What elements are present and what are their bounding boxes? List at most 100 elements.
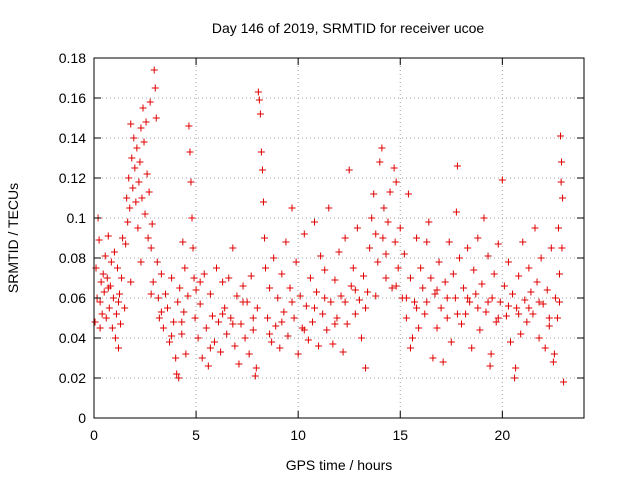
data-point bbox=[478, 280, 486, 288]
data-point bbox=[460, 284, 468, 292]
data-point bbox=[431, 290, 439, 298]
data-point bbox=[140, 138, 148, 146]
data-point bbox=[512, 364, 520, 372]
data-point bbox=[435, 258, 443, 266]
data-point bbox=[366, 244, 374, 252]
data-point bbox=[255, 96, 263, 104]
data-point bbox=[372, 230, 380, 238]
data-point bbox=[124, 218, 132, 226]
data-point bbox=[147, 290, 155, 298]
data-point bbox=[311, 304, 318, 312]
data-point bbox=[317, 252, 325, 260]
data-point bbox=[496, 298, 504, 306]
data-point bbox=[466, 298, 474, 306]
data-point bbox=[300, 230, 308, 238]
data-point bbox=[331, 276, 339, 284]
data-point bbox=[182, 350, 190, 358]
data-point bbox=[382, 274, 390, 282]
data-point bbox=[191, 314, 199, 322]
data-point bbox=[441, 278, 449, 286]
data-point bbox=[119, 234, 127, 242]
data-point bbox=[254, 88, 262, 96]
data-point bbox=[231, 342, 239, 350]
data-point bbox=[121, 304, 129, 312]
data-point bbox=[251, 372, 259, 380]
y-axis-ticks: 0 0.02 0.04 0.06 0.08 0.1 0.12 0.14 0.16 0.18 bbox=[59, 50, 584, 426]
data-point bbox=[341, 234, 349, 242]
data-point bbox=[462, 310, 470, 318]
data-point bbox=[341, 298, 349, 306]
data-point bbox=[351, 310, 359, 318]
data-point bbox=[164, 304, 171, 312]
data-point bbox=[391, 238, 399, 246]
data-point bbox=[529, 310, 537, 318]
data-point bbox=[118, 274, 126, 282]
data-point bbox=[382, 250, 390, 258]
data-point bbox=[304, 336, 312, 344]
data-point bbox=[476, 326, 484, 334]
data-point bbox=[104, 232, 112, 240]
data-point bbox=[556, 298, 563, 306]
data-point bbox=[521, 296, 529, 304]
data-point bbox=[115, 344, 122, 352]
data-point bbox=[347, 282, 355, 290]
data-point bbox=[500, 282, 508, 290]
data-point bbox=[239, 282, 247, 290]
data-point bbox=[137, 124, 145, 132]
data-point bbox=[107, 258, 115, 266]
x-tick-label: 20 bbox=[495, 427, 511, 443]
data-point bbox=[482, 308, 490, 316]
data-point bbox=[219, 278, 227, 286]
data-point bbox=[515, 272, 523, 280]
data-point bbox=[249, 326, 257, 334]
data-point bbox=[378, 144, 386, 152]
data-point bbox=[300, 326, 308, 334]
data-point bbox=[384, 218, 392, 226]
data-point bbox=[294, 350, 302, 358]
data-point bbox=[103, 274, 111, 282]
data-point bbox=[504, 302, 512, 310]
data-point bbox=[550, 350, 558, 358]
data-point bbox=[259, 198, 267, 206]
data-point bbox=[173, 370, 181, 378]
data-point bbox=[113, 264, 121, 272]
data-point bbox=[112, 310, 120, 318]
y-tick-label: 0.16 bbox=[59, 90, 86, 106]
data-point bbox=[439, 358, 447, 366]
data-point bbox=[241, 334, 249, 342]
data-point bbox=[484, 298, 492, 306]
data-point bbox=[188, 214, 196, 222]
data-point bbox=[249, 314, 257, 322]
data-point bbox=[409, 334, 416, 342]
data-point bbox=[349, 264, 357, 272]
data-point bbox=[437, 304, 445, 312]
data-point bbox=[308, 318, 316, 326]
data-point bbox=[429, 354, 437, 362]
data-point bbox=[306, 274, 314, 282]
data-point bbox=[453, 162, 461, 170]
data-point bbox=[531, 224, 539, 232]
data-point bbox=[541, 344, 549, 352]
data-point bbox=[127, 120, 135, 128]
y-tick-label: 0.06 bbox=[59, 290, 86, 306]
data-point bbox=[545, 314, 553, 322]
data-point bbox=[95, 236, 103, 244]
data-point bbox=[147, 244, 155, 252]
data-point bbox=[419, 284, 427, 292]
data-point bbox=[179, 238, 187, 246]
data-point bbox=[145, 188, 153, 196]
data-point bbox=[219, 310, 227, 318]
y-tick-label: 0 bbox=[78, 410, 86, 426]
data-point bbox=[394, 264, 402, 272]
data-point bbox=[186, 148, 194, 156]
y-tick-label: 0.1 bbox=[67, 210, 87, 226]
data-point bbox=[427, 274, 435, 282]
data-point bbox=[227, 314, 235, 322]
data-point bbox=[274, 294, 282, 302]
data-point bbox=[519, 238, 527, 246]
data-point bbox=[125, 174, 133, 182]
data-point bbox=[513, 304, 521, 312]
data-point bbox=[449, 270, 457, 278]
data-point bbox=[237, 320, 245, 328]
data-point bbox=[266, 284, 274, 292]
